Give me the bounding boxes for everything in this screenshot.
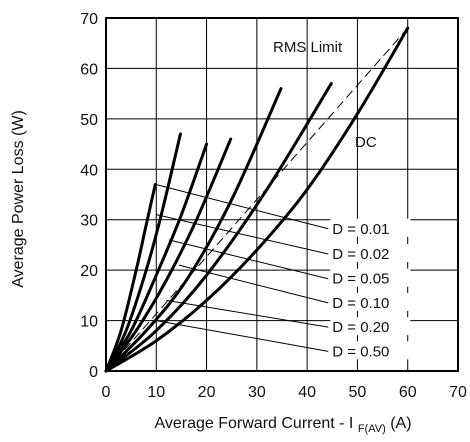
duty-cycle-label: D = 0.50 — [332, 343, 389, 360]
duty-cycle-label: D = 0.20 — [332, 319, 389, 336]
duty-label-leader-line — [168, 239, 329, 280]
y-tick-label: 20 — [80, 263, 98, 280]
duty-cycle-label: D = 0.01 — [332, 221, 389, 238]
duty-label-background — [330, 341, 411, 360]
duty-label-leader-line — [178, 264, 329, 304]
x-tick-label: 40 — [298, 384, 316, 401]
rms-limit-label: RMS Limit — [273, 39, 343, 56]
dc-label: DC — [355, 134, 377, 151]
rms-limit-line — [105, 27, 409, 372]
duty-label-background — [330, 292, 411, 311]
plot-frame — [105, 17, 459, 372]
series-curve-d-001 — [104, 182, 157, 373]
duty-cycle-label: D = 0.05 — [332, 271, 389, 288]
y-tick-label: 0 — [89, 364, 98, 381]
duty-label-leader-line — [156, 320, 329, 352]
duty-label-leader-line — [155, 183, 329, 230]
duty-cycle-label: D = 0.02 — [332, 246, 389, 263]
duty-cycle-labels: D = 0.01 D = 0.02 D = 0.05 D = 0.10 D = 0.20… — [155, 183, 411, 360]
duty-label-background — [330, 218, 411, 237]
x-axis-title-unit: (A) — [390, 415, 411, 432]
x-axis-title-main: Average Forward Current - I — [154, 415, 353, 432]
x-axis-title-subscript: F(AV) — [358, 423, 386, 435]
y-tick-label: 60 — [80, 61, 98, 78]
x-tick-label: 70 — [449, 384, 467, 401]
x-tick-label: 30 — [248, 384, 266, 401]
x-tick-label: 10 — [147, 384, 165, 401]
y-tick-label: 30 — [80, 213, 98, 230]
x-tick-label: 0 — [102, 384, 111, 401]
series-curve-d-020 — [104, 87, 283, 373]
duty-label-leader-line — [166, 299, 329, 328]
series-curve-d-010 — [104, 137, 233, 373]
x-tick-label: 50 — [349, 384, 367, 401]
duty-label-leader-line — [156, 214, 329, 255]
duty-label-background — [330, 244, 411, 263]
duty-cycle-label: D = 0.10 — [332, 295, 389, 312]
x-tick-label: 20 — [198, 384, 216, 401]
x-tick-label: 60 — [399, 384, 417, 401]
x-axis-ticks: 0 10 20 30 40 50 60 70 — [102, 384, 467, 401]
series-layer — [104, 26, 410, 373]
series-curve-dc — [104, 26, 410, 373]
series-curve-d-050 — [104, 82, 333, 373]
y-tick-label: 10 — [80, 314, 98, 331]
y-tick-label: 70 — [80, 11, 98, 28]
y-tick-label: 40 — [80, 162, 98, 179]
duty-label-background — [330, 317, 411, 336]
y-tick-label: 50 — [80, 112, 98, 129]
x-axis-title: Average Forward Current - I F(AV) (A) — [154, 415, 411, 436]
series-curve-d-002 — [104, 132, 182, 373]
y-axis-ticks: 0 10 20 30 40 50 60 70 — [80, 11, 98, 381]
series-curve-d-005 — [104, 142, 209, 373]
y-axis-title: Average Power Loss (W) — [10, 110, 27, 288]
duty-label-background — [330, 268, 411, 287]
